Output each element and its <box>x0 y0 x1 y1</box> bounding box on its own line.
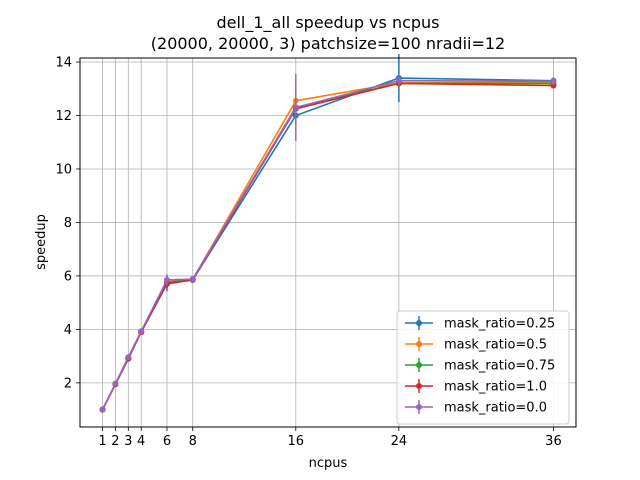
legend-label: mask_ratio=0.0 <box>444 401 547 416</box>
legend-item: mask_ratio=1.0 <box>405 379 547 395</box>
legend-item: mask_ratio=0.25 <box>405 316 555 332</box>
chart-title: dell_1_all speedup vs ncpus <box>216 13 439 33</box>
legend-marker <box>416 362 422 368</box>
legend-item: mask_ratio=0.5 <box>405 337 547 353</box>
data-point <box>189 276 196 283</box>
y-tick-label: 4 <box>64 323 72 338</box>
y-tick-label: 6 <box>64 269 72 284</box>
chart-subtitle: (20000, 20000, 3) patchsize=100 nradii=1… <box>151 34 505 53</box>
data-point <box>292 104 299 111</box>
legend-label: mask_ratio=0.25 <box>444 317 555 332</box>
data-point <box>138 328 145 335</box>
x-tick-label: 16 <box>288 434 305 449</box>
legend-label: mask_ratio=1.0 <box>444 380 547 395</box>
data-point <box>163 276 170 283</box>
y-tick-label: 2 <box>64 376 72 391</box>
series-layer <box>99 53 557 413</box>
plot-frame <box>79 57 577 428</box>
y-axis-label: speedup <box>34 214 49 270</box>
x-tick-label: 3 <box>124 434 132 449</box>
data-point <box>125 354 132 361</box>
data-point <box>550 78 557 85</box>
series-mask-ratio-0-0 <box>99 74 557 413</box>
legend-marker <box>416 341 422 347</box>
legend-marker <box>416 320 422 326</box>
legend-item: mask_ratio=0.0 <box>405 400 547 416</box>
y-tick-label: 8 <box>64 216 72 231</box>
legend-box <box>396 310 570 425</box>
x-tick-label: 4 <box>137 434 145 449</box>
data-point <box>550 82 557 89</box>
legend-marker <box>416 404 422 410</box>
x-tick-label: 36 <box>545 434 562 449</box>
x-tick-label: 8 <box>189 434 197 449</box>
y-tick-label: 14 <box>55 56 72 71</box>
x-tick-label: 2 <box>111 434 119 449</box>
y-tick-label: 12 <box>55 109 72 124</box>
x-tick-label: 24 <box>391 434 408 449</box>
legend-label: mask_ratio=0.5 <box>444 338 547 353</box>
x-tick-label: 6 <box>163 434 171 449</box>
x-tick-label: 1 <box>98 434 106 449</box>
legend: mask_ratio=0.25 mask_ratio=0.5 mask_ratio=… <box>396 310 570 425</box>
legend-label: mask_ratio=0.75 <box>444 359 555 374</box>
legend-item: mask_ratio=0.75 <box>405 358 555 374</box>
legend-marker <box>416 383 422 389</box>
y-tick-label: 10 <box>55 162 72 177</box>
data-point <box>112 380 119 387</box>
data-point <box>395 77 402 84</box>
data-point <box>99 406 106 413</box>
x-axis-label: ncpus <box>309 456 348 471</box>
